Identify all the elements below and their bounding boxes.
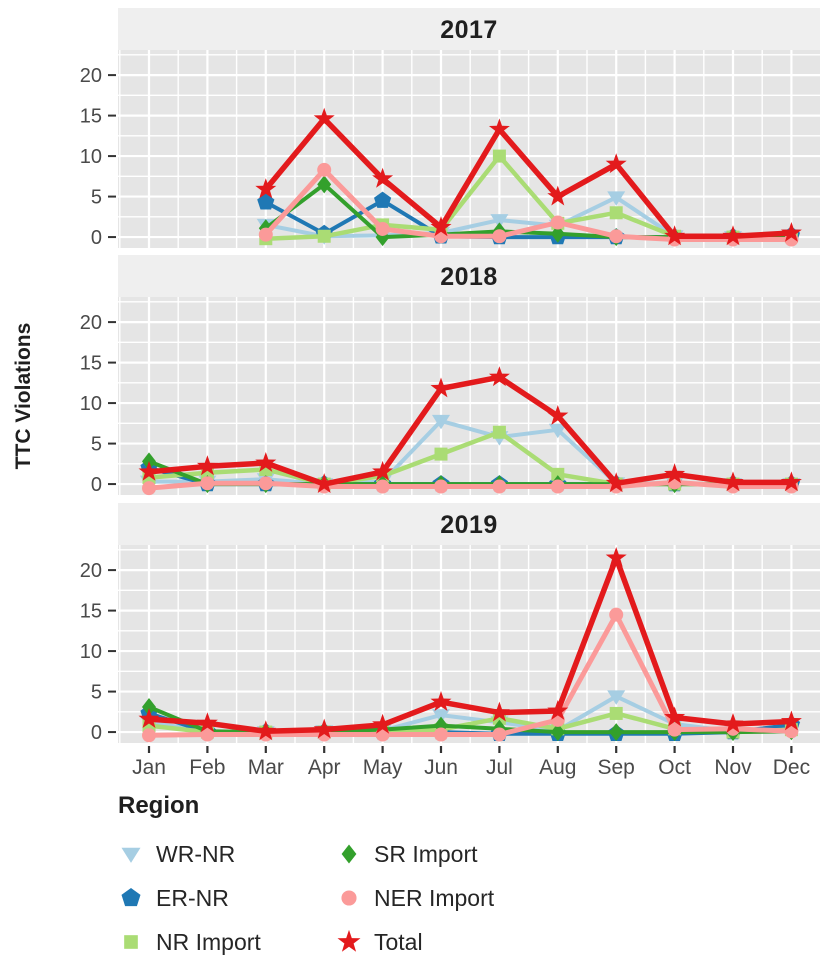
y-tick-label: 15	[80, 601, 102, 623]
legend-item-total: Total	[336, 929, 494, 956]
legend-item-er-nr: ER-NR	[118, 885, 336, 912]
y-tick-label: 10	[80, 393, 102, 415]
series-Total	[255, 107, 802, 246]
y-axis-title: TTC Violations	[12, 322, 35, 470]
y-tick-label: 15	[80, 106, 102, 128]
square-icon	[124, 935, 138, 949]
x-tick-label: Jun	[424, 756, 458, 779]
y-tick-label: 5	[91, 682, 102, 704]
legend: Region WR-NR ER-NR NR Import SR Import N…	[118, 792, 494, 964]
legend-item-wr-nr: WR-NR	[118, 841, 336, 868]
x-tick-label: May	[363, 756, 403, 779]
x-tick-label: Oct	[658, 756, 691, 779]
facet-panel-2019: 0 5 10 15 20	[80, 503, 820, 744]
facet-title-2017: 2017	[440, 16, 498, 44]
diamond-icon	[341, 844, 357, 864]
x-tick-label: Mar	[248, 756, 284, 779]
legend-label: NR Import	[156, 928, 261, 955]
y-tick-label: 0	[91, 227, 102, 249]
legend-item-sr-import: SR Import	[336, 841, 494, 868]
star-icon	[337, 929, 361, 952]
y-tick-label: 5	[91, 434, 102, 456]
y-tick-label: 20	[80, 65, 102, 87]
legend-label: SR Import	[374, 840, 478, 867]
legend-label: ER-NR	[156, 884, 229, 911]
y-tick-label: 0	[91, 474, 102, 496]
y-tick-label: 15	[80, 353, 102, 375]
y-tick-label: 10	[80, 146, 102, 168]
x-tick-label: Aug	[539, 756, 576, 779]
y-tick-label: 20	[80, 312, 102, 334]
facet-title-2018: 2018	[440, 263, 498, 291]
x-tick-label: Jul	[486, 756, 513, 779]
legend-label: WR-NR	[156, 840, 236, 867]
legend-grid: WR-NR ER-NR NR Import SR Import NER Impo…	[118, 832, 494, 964]
legend-item-ner-import: NER Import	[336, 885, 494, 912]
x-tick-label: Apr	[308, 756, 341, 779]
legend-title: Region	[118, 792, 200, 819]
legend-item-nr-import: NR Import	[118, 929, 336, 956]
x-tick-label: Jan	[132, 756, 166, 779]
x-tick-label: Sep	[598, 756, 635, 779]
y-tick-label: 0	[91, 722, 102, 744]
circle-icon	[341, 890, 357, 906]
x-tick-label: Dec	[773, 756, 810, 779]
y-tick-label: 20	[80, 560, 102, 582]
facet-title-2019: 2019	[440, 511, 498, 539]
facet-panel-2018: 0 5 10 15 20	[80, 255, 820, 496]
series-Total	[138, 547, 802, 741]
legend-label: NER Import	[374, 884, 495, 911]
facet-panel-2017: 0 5 10 15 20	[80, 8, 820, 249]
series-Total	[138, 366, 802, 493]
y-tick-label: 10	[80, 641, 102, 663]
y-tick-label: 5	[91, 187, 102, 209]
triangle-down-icon	[121, 847, 141, 863]
x-tick-label: Nov	[714, 756, 752, 779]
pentagon-icon	[121, 888, 141, 907]
legend-label: Total	[374, 928, 423, 955]
x-tick-label: Feb	[189, 756, 225, 779]
